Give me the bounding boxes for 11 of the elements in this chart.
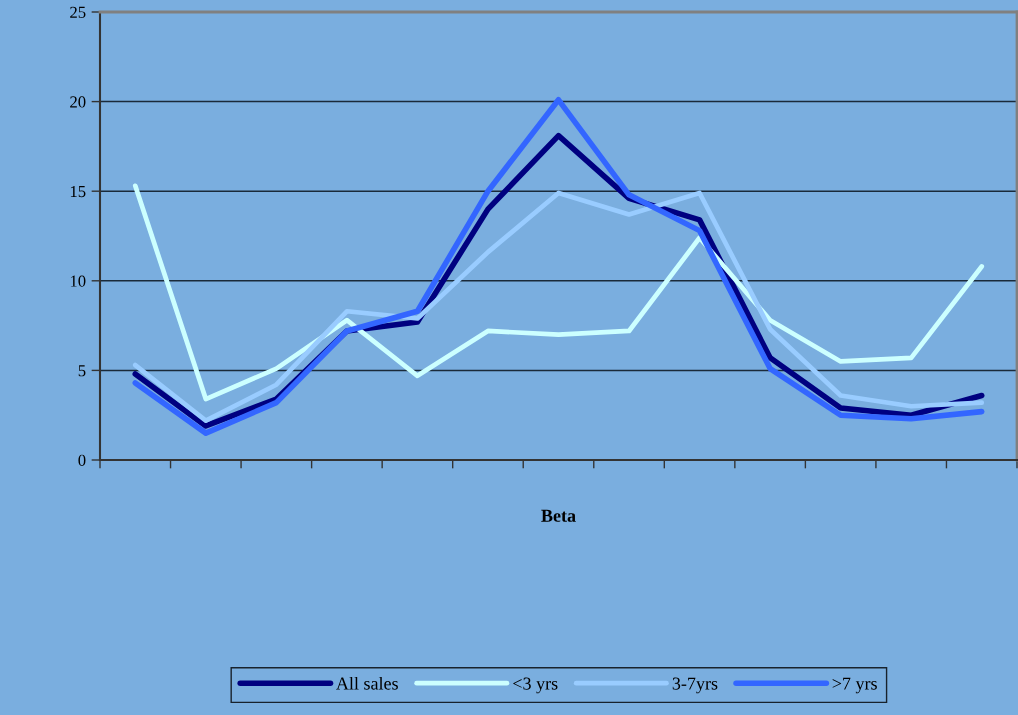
y-tick-label: 0 (78, 454, 86, 466)
x-axis-title: Beta (541, 509, 576, 522)
y-tick-label: 15 (70, 185, 86, 198)
y-tick-label: 25 (70, 6, 86, 18)
legend-label: All sales (336, 676, 398, 690)
y-tick-label: 20 (70, 96, 86, 108)
legend-label: >7 yrs (832, 677, 877, 694)
legend-label: <3 yrs (513, 677, 558, 694)
y-tick-label: 10 (70, 275, 86, 287)
y-tick-label: 5 (78, 365, 86, 377)
legend-label: 3-7yrs (672, 677, 718, 694)
